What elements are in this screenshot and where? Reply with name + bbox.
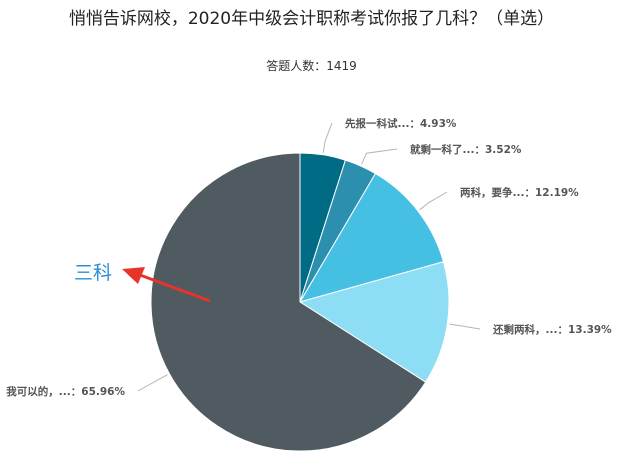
annotation-arrow-shaft [139,273,211,303]
leader-line-3 [449,323,481,330]
leader-line-0 [322,122,333,153]
slice-label-3: 还剩两科，...：13.39% [492,323,612,336]
slice-label-0: 先报一科试...：4.93% [345,117,457,130]
leader-line-2 [419,191,448,211]
pie-slice-3[interactable] [298,261,450,383]
leader-line-1 [361,148,398,165]
slice-label-4: 我可以的，...：65.96% [6,385,125,398]
pie-slice-4[interactable] [150,152,427,452]
slice-label-2: 两科，要争...：12.19% [460,186,579,199]
respondent-count: 答题人数：1419 [266,59,357,73]
chart-title: 悄悄告诉网校，2020年中级会计职称考试你报了几科？（单选） [68,9,555,29]
slice-label-1: 就剩一科了...：3.52% [410,143,522,156]
annotation-text: 三科 [74,262,112,284]
pie-slice-2[interactable] [298,172,445,303]
annotation-arrow-head [122,267,145,284]
leader-line-4 [137,374,168,392]
